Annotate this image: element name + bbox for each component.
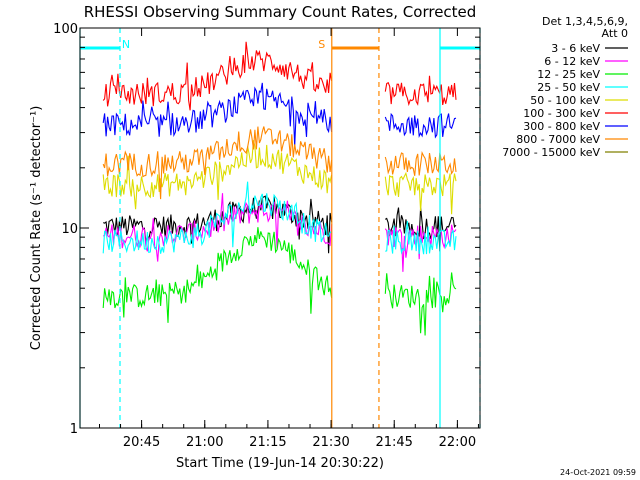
x-tick-label-3: 21:30 — [312, 435, 349, 450]
x-tick-label-1: 21:00 — [186, 435, 223, 450]
chart-title: RHESSI Observing Summary Count Rates, Co… — [84, 3, 477, 21]
series-line-2-seg-0 — [102, 227, 333, 323]
series-line-3-seg-0 — [102, 181, 332, 254]
legend-label-8: 7000 - 15000 keV — [502, 146, 600, 159]
legend-label-2: 12 - 25 keV — [537, 68, 600, 81]
legend-header-line-2: Att 0 — [602, 27, 628, 40]
y-axis-label: Corrected Count Rate (s⁻¹ detector⁻¹) — [29, 106, 44, 351]
legend-label-0: 3 - 6 keV — [551, 42, 600, 55]
series-line-4-seg-1 — [384, 171, 457, 215]
legend-label-6: 300 - 800 keV — [523, 120, 600, 133]
axes-group: 20:45 21:00 21:15 21:30 21:45 22:00 1 10 100 — [53, 22, 481, 450]
series-line-4-seg-0 — [102, 140, 333, 210]
series-line-6-seg-0 — [102, 82, 333, 147]
y-tick-label-2: 100 — [53, 22, 78, 37]
timestamp: 24-Oct-2021 09:59 — [560, 468, 636, 477]
legend-label-3: 25 - 50 keV — [537, 81, 600, 94]
legend-label-4: 50 - 100 keV — [530, 94, 600, 107]
annotation-label-0: N — [122, 38, 130, 51]
series-group — [102, 41, 457, 336]
series-line-5-seg-1 — [384, 75, 457, 107]
y-tick-label-1: 10 — [61, 222, 78, 237]
x-tick-label-4: 21:45 — [375, 435, 412, 450]
series-line-2-seg-1 — [384, 272, 457, 336]
x-tick-label-2: 21:15 — [249, 435, 286, 450]
x-axis-label: Start Time (19-Jun-14 20:30:22) — [176, 456, 384, 471]
series-line-5-seg-0 — [102, 41, 333, 111]
y-tick-label-0: 1 — [70, 422, 78, 437]
series-line-6-seg-1 — [384, 112, 457, 139]
x-tick-label-5: 22:00 — [439, 435, 476, 450]
legend-label-1: 6 - 12 keV — [544, 55, 600, 68]
series-line-3-seg-1 — [385, 220, 457, 255]
annotation-label-1: S — [318, 38, 325, 51]
legend-header-line-1: Det 1,3,4,5,6,9, — [542, 15, 628, 28]
series-line-7-seg-0 — [102, 126, 333, 200]
legend-label-7: 800 - 7000 keV — [516, 133, 600, 146]
series-line-7-seg-1 — [384, 151, 457, 176]
x-tick-label-0: 20:45 — [123, 435, 160, 450]
legend-label-5: 100 - 300 keV — [523, 107, 600, 120]
